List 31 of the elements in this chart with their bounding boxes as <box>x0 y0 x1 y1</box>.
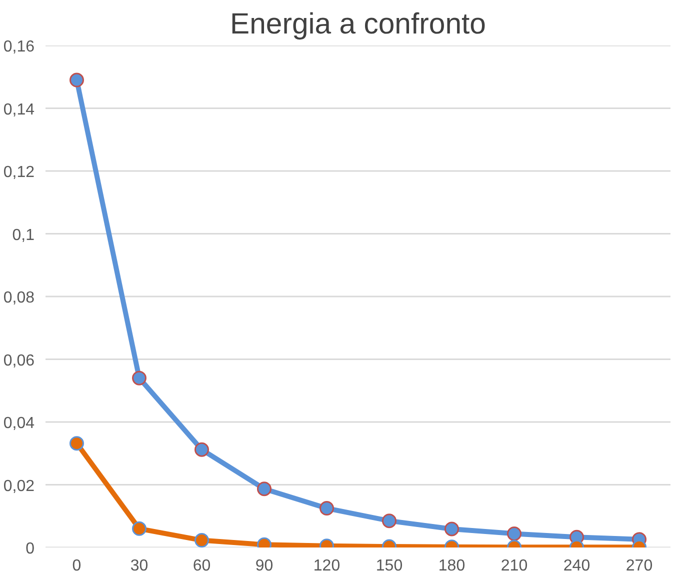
x-tick-label: 60 <box>192 558 211 574</box>
point <box>132 370 146 386</box>
point <box>194 442 209 457</box>
point <box>70 436 84 451</box>
point <box>507 526 522 541</box>
y-tick-label: 0,02 <box>3 478 35 495</box>
x-tick-label: 90 <box>255 558 274 574</box>
x-tick-label: 270 <box>626 558 653 574</box>
point <box>132 521 146 536</box>
y-tick-label: 0,14 <box>3 101 35 118</box>
point <box>444 522 459 536</box>
y-tick-label: 0,12 <box>3 164 35 181</box>
x-tick-label: 210 <box>500 558 528 574</box>
point <box>194 533 209 548</box>
x-tick-label: 240 <box>563 558 590 574</box>
y-tick-label: 0,08 <box>3 290 35 306</box>
point <box>320 501 334 516</box>
y-tick-label: 0,06 <box>3 352 35 370</box>
x-tick-label: 120 <box>313 558 340 574</box>
point <box>257 482 272 496</box>
x-tick-label: 30 <box>130 558 148 574</box>
x-tick-label: 180 <box>438 558 466 574</box>
x-tick-label: 0 <box>72 558 82 574</box>
y-tick-label: 0 <box>26 540 35 558</box>
point <box>382 514 396 528</box>
x-tick-label: 150 <box>376 558 403 574</box>
chart-title: Energia a confronto <box>230 8 486 40</box>
y-tick-label: 0,16 <box>3 38 35 56</box>
y-tick-label: 0,1 <box>12 226 35 244</box>
point <box>70 72 84 88</box>
y-tick-label: 0,04 <box>3 415 35 432</box>
